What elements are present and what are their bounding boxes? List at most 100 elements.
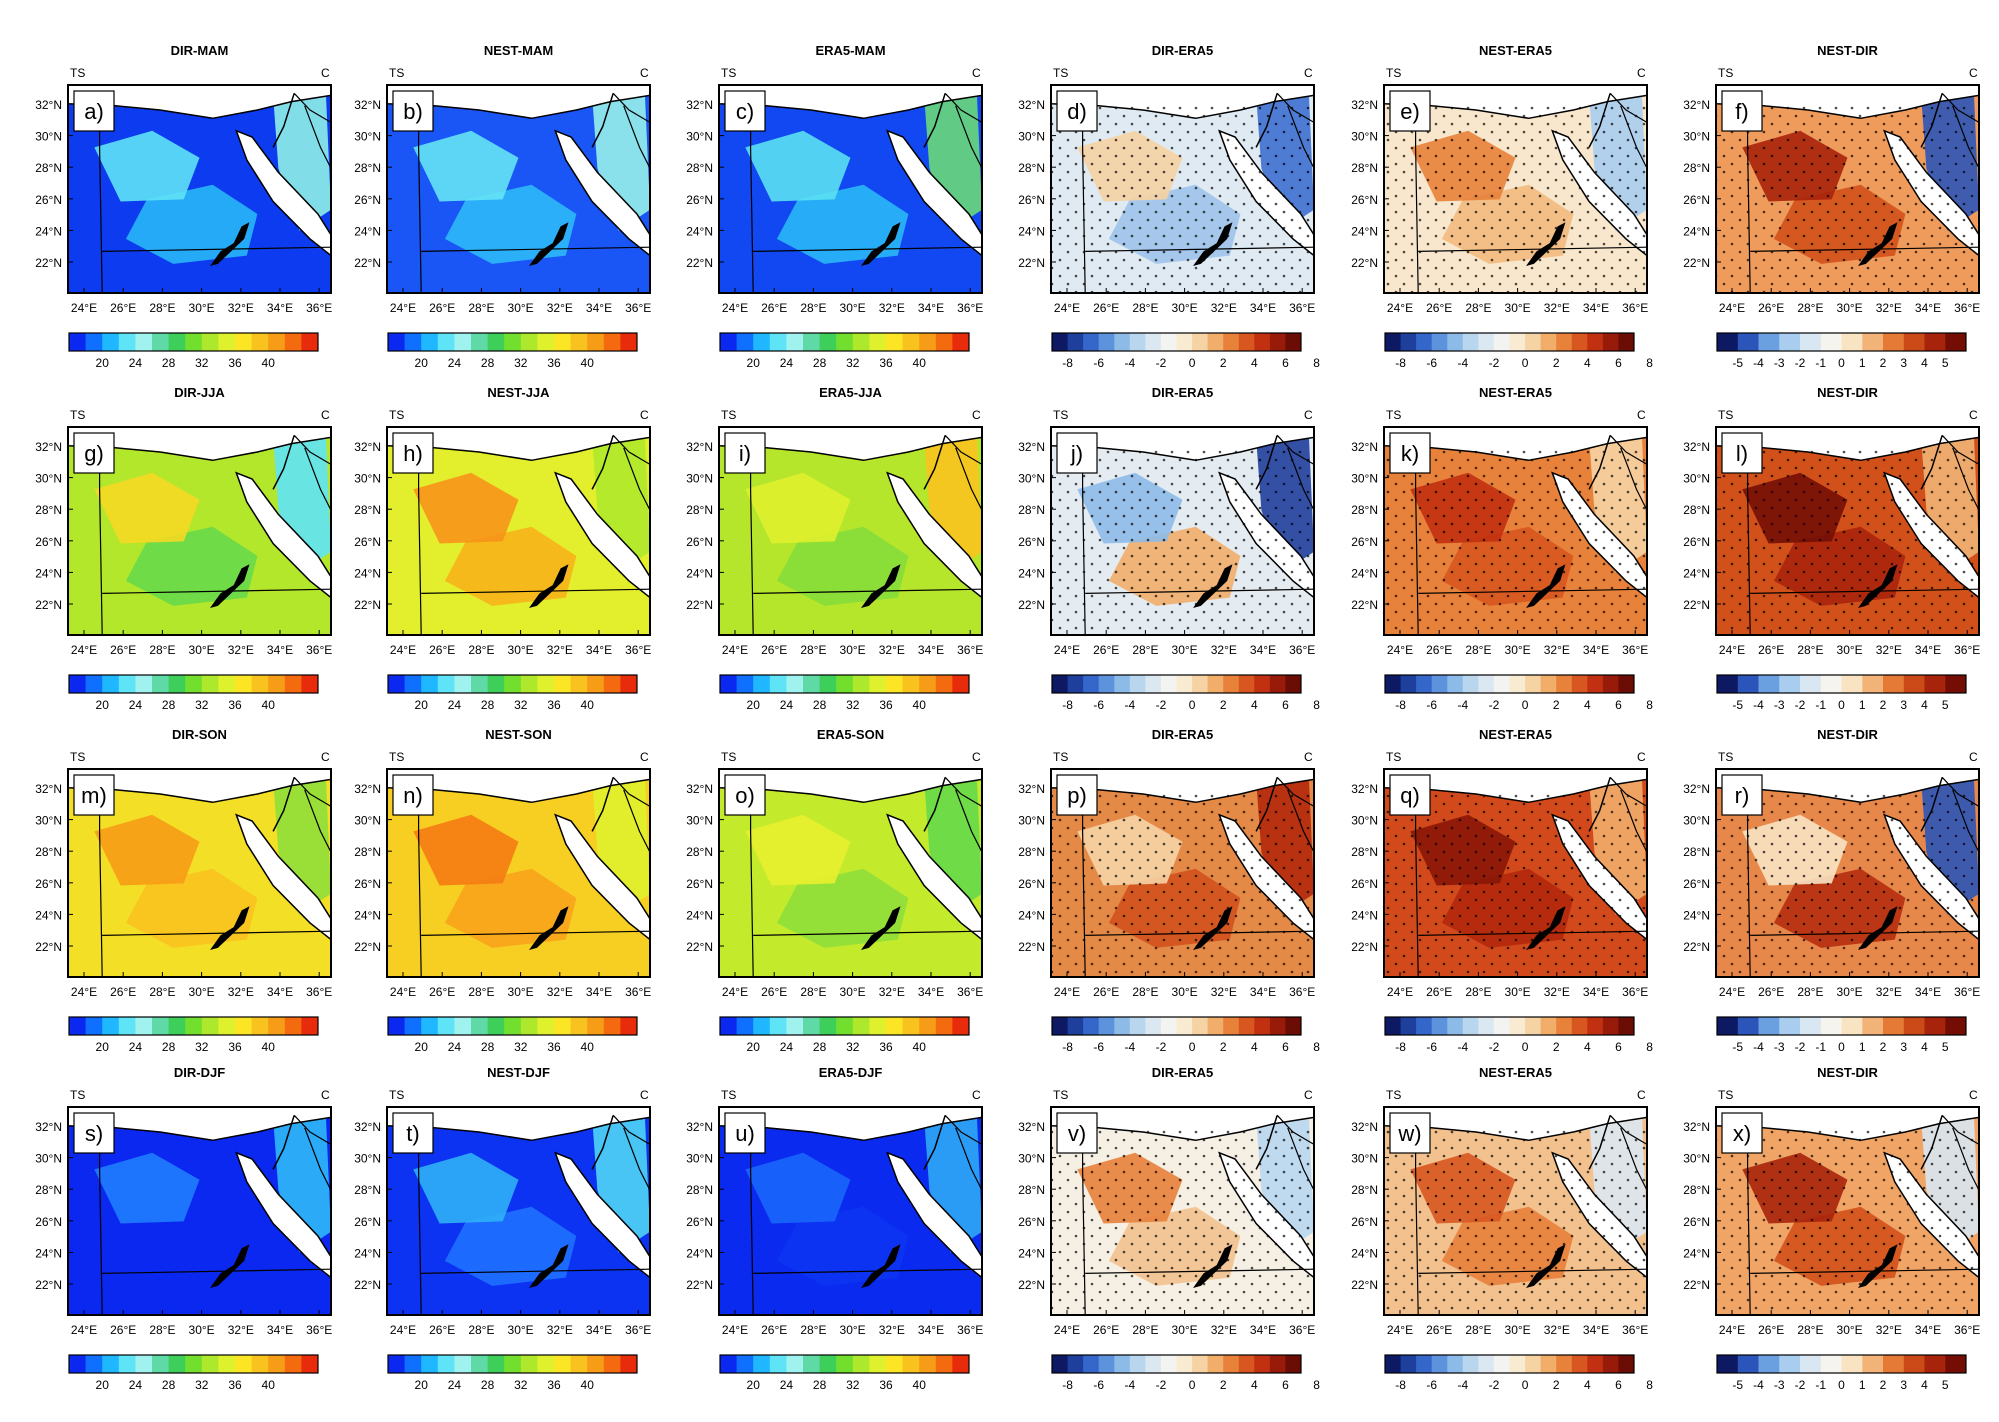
lake-nasser [210, 564, 250, 608]
colorbar-swatch [301, 675, 319, 693]
lon-tick-label: 32°E [547, 1323, 573, 1337]
colorbar-swatch [803, 333, 820, 351]
colorbar-tick-label: 20 [96, 1378, 110, 1392]
colorbar-tick-label: -8 [1062, 1040, 1073, 1054]
colorbar-swatch [1098, 675, 1115, 693]
panel-label: p) [1067, 783, 1087, 808]
colorbar-swatch [69, 675, 86, 693]
colorbar-swatch [520, 1355, 538, 1373]
map-panel-g: DIR-JJA TS Cg) 32°N 30°N 28°N 26°N 24°N 22°N 24°E… [35, 385, 332, 712]
lat-tick-label: 30°N [1018, 472, 1045, 486]
gulf-coastline [591, 1115, 614, 1170]
colorbar-tick-label: 32 [514, 698, 528, 712]
colorbar: 20 24 28 32 36 40 [719, 332, 970, 370]
colorbar-swatch [1431, 333, 1448, 351]
sudan-border [421, 930, 650, 936]
colorbar-swatch [836, 333, 854, 351]
colorbar-tick-label: 40 [913, 1040, 927, 1054]
lat-tick-label: 32°N [1683, 98, 1710, 112]
colorbar-swatch [284, 1017, 302, 1035]
colorbar-swatch [1924, 675, 1946, 693]
colorbar-swatch [1254, 333, 1271, 351]
panel-label-box [724, 1112, 766, 1154]
lon-tick-label: 28°E [1132, 301, 1158, 315]
panel-label-box [73, 774, 115, 816]
lon-tick-label: 32°E [1211, 985, 1237, 999]
lat-tick-label: 28°N [686, 503, 713, 517]
field-contour-patch [444, 1206, 577, 1286]
colorbar-swatch [1400, 675, 1417, 693]
map-frame [386, 768, 651, 978]
colorbar-frame [719, 674, 970, 694]
colorbar-swatch [454, 333, 472, 351]
colorbar-swatch [437, 1355, 455, 1373]
colorbar-swatch [1903, 333, 1925, 351]
colorbar-frame [1716, 674, 1967, 694]
panel-label: d) [1067, 99, 1087, 124]
panel-title: ERA5-DJF [819, 1065, 883, 1080]
colorbar-swatch [1129, 675, 1146, 693]
lat-tick-label: 24°N [1683, 566, 1710, 580]
lon-tick-label: 36°E [625, 643, 651, 657]
lat-tick-label: 24°N [686, 1246, 713, 1260]
lat-tick-label: 28°N [686, 161, 713, 175]
corner-label-right: C [640, 66, 649, 80]
colorbar-swatch [1737, 1355, 1759, 1373]
border-line [944, 92, 982, 123]
colorbar-swatch [1052, 333, 1068, 351]
border-line [623, 1127, 650, 1191]
colorbar-swatch [1717, 1355, 1739, 1373]
colorbar-tick-label: 0 [1522, 698, 1529, 712]
lon-tick-label: 28°E [468, 1323, 494, 1337]
map-panel-o: ERA5-SON TS Co) 32°N 30°N 28°N 26°N 24°N 22°N 24°… [686, 727, 983, 1054]
colorbar-tick-label: 40 [262, 1040, 276, 1054]
colorbar-swatch [1192, 333, 1209, 351]
colorbar-swatch [69, 333, 86, 351]
lat-tick-label: 24°N [1351, 908, 1378, 922]
colorbar-swatch [1416, 333, 1433, 351]
lon-tick-label: 24°E [1054, 301, 1080, 315]
colorbar-tick-label: -4 [1457, 356, 1468, 370]
colorbar-swatch [1160, 333, 1177, 351]
lon-tick-label: 34°E [918, 985, 944, 999]
corner-label-right: C [640, 408, 649, 422]
lon-tick-label: 34°E [1583, 1323, 1609, 1337]
lon-tick-label: 26°E [429, 301, 455, 315]
lat-tick-label: 26°N [1018, 877, 1045, 891]
colorbar-swatch [268, 1355, 286, 1373]
corner-label-left: TS [1386, 408, 1401, 422]
lon-tick-label: 24°E [1719, 301, 1745, 315]
colorbar-tick-label: 36 [228, 1040, 242, 1054]
colorbar: -8 -6 -4 -2 0 2 4 6 8 [1384, 1016, 1653, 1054]
colorbar-tick-label: 40 [581, 1040, 595, 1054]
colorbar-swatch [1052, 675, 1068, 693]
colorbar-swatch [404, 1017, 422, 1035]
field-contour-patch [776, 1206, 909, 1286]
colorbar-swatch [852, 1355, 870, 1373]
corner-label-right: C [1637, 66, 1646, 80]
colorbar-swatch [388, 1017, 405, 1035]
colorbar-tick-label: 4 [1584, 1378, 1591, 1392]
lat-tick-label: 32°N [1683, 440, 1710, 454]
colorbar-tick-label: -5 [1732, 1040, 1743, 1054]
border-line [293, 776, 331, 807]
sudan-border [753, 246, 982, 252]
colorbar: -8 -6 -4 -2 0 2 4 6 8 [1384, 674, 1653, 712]
lon-tick-label: 36°E [1289, 301, 1315, 315]
colorbar-swatch [836, 1017, 854, 1035]
panel-label-box [1056, 774, 1098, 816]
colorbar-frame [387, 1016, 638, 1036]
colorbar-frame [1051, 332, 1302, 352]
colorbar-swatch [786, 1017, 804, 1035]
colorbar-tick-label: -8 [1062, 698, 1073, 712]
colorbar-swatch [1238, 1017, 1255, 1035]
colorbar-tick-label: 0 [1838, 698, 1845, 712]
map-frame [718, 426, 983, 636]
corner-label-right: C [321, 750, 330, 764]
lat-tick-label: 24°N [1683, 1246, 1710, 1260]
lon-tick-label: 28°E [468, 985, 494, 999]
colorbar-tick-label: 2 [1220, 698, 1227, 712]
lon-tick-label: 32°E [879, 643, 905, 657]
colorbar-tick-label: -6 [1093, 1040, 1104, 1054]
lat-tick-label: 26°N [35, 193, 62, 207]
